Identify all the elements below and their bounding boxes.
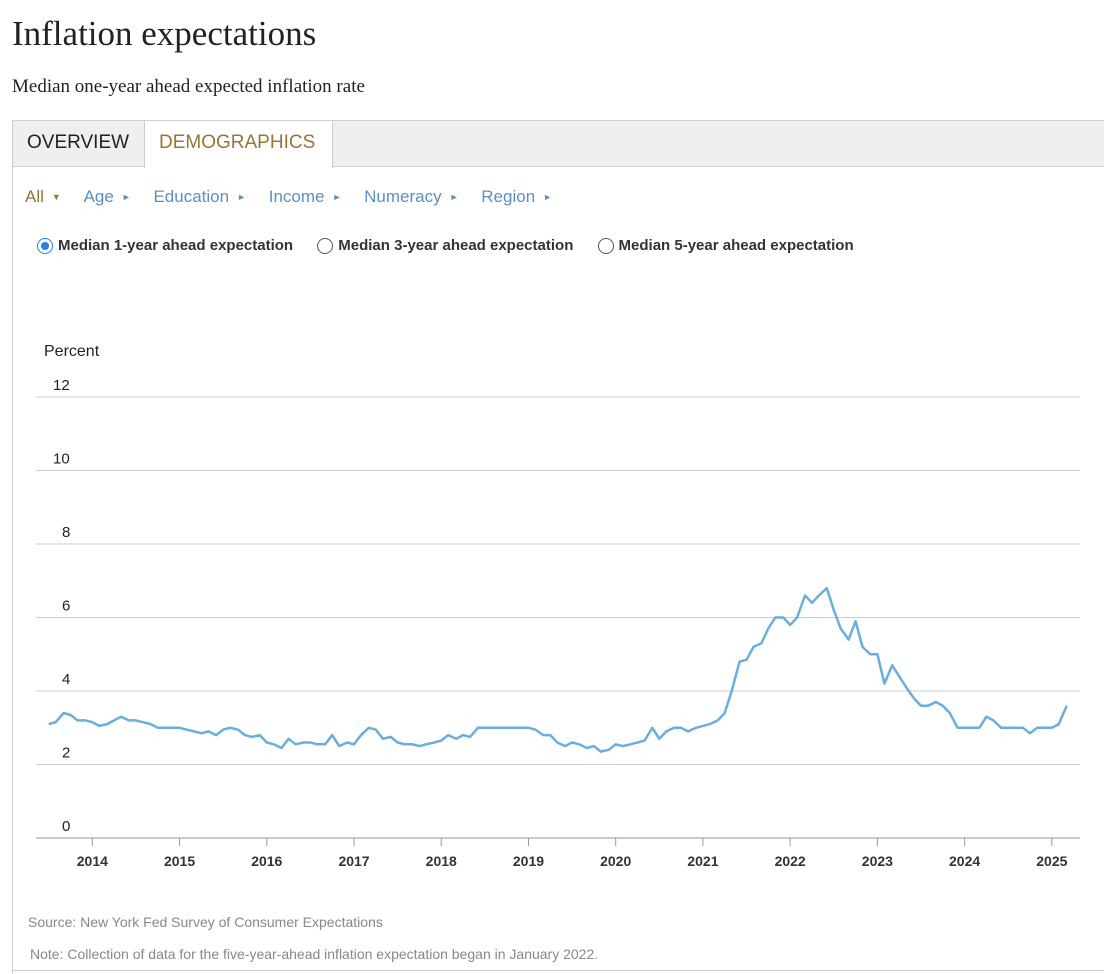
caret-right-icon: ► [332, 192, 342, 202]
filter-income[interactable]: Income ► [269, 187, 342, 207]
footnote: Note: Collection of data for the five-ye… [30, 946, 599, 962]
tab-overview[interactable]: OVERVIEW [27, 132, 130, 153]
horizon-radio-group: Median 1-year ahead expectation Median 3… [37, 237, 874, 254]
y-tick-label: 10 [53, 451, 70, 468]
panel-bottom-border [12, 970, 1104, 971]
caret-down-icon: ▼ [51, 192, 61, 202]
x-tick-label: 2020 [600, 853, 631, 869]
y-axis-label: Percent [44, 343, 100, 360]
caret-right-icon: ► [121, 192, 131, 202]
x-tick-label: 2018 [426, 853, 457, 869]
y-tick-label: 6 [62, 598, 70, 615]
radio-3-year[interactable]: Median 3-year ahead expectation [317, 237, 573, 254]
tab-bar: OVERVIEW DEMOGRAPHICS [13, 121, 1104, 168]
y-tick-label: 4 [62, 671, 70, 688]
x-tick-label: 2021 [687, 853, 718, 869]
radio-selected-icon [37, 238, 53, 254]
radio-5-year-label: Median 5-year ahead expectation [618, 237, 854, 254]
filter-age[interactable]: Age ► [84, 187, 131, 207]
x-tick-label: 2023 [862, 853, 893, 869]
caret-right-icon: ► [449, 192, 459, 202]
radio-unselected-icon [317, 238, 334, 254]
x-tick-label: 2015 [164, 853, 195, 869]
radio-3-year-label: Median 3-year ahead expectation [338, 237, 574, 254]
x-tick-label: 2022 [775, 853, 806, 869]
caret-right-icon: ► [543, 192, 553, 202]
filter-region-label: Region [481, 187, 536, 206]
filter-education[interactable]: Education ► [153, 187, 246, 207]
x-tick-label: 2017 [338, 853, 369, 869]
filter-region[interactable]: Region ► [481, 187, 552, 207]
page-subtitle: Median one-year ahead expected inflation… [12, 76, 365, 97]
caret-right-icon: ► [237, 192, 247, 202]
radio-1-year-label: Median 1-year ahead expectation [58, 237, 294, 254]
tab-demographics[interactable]: DEMOGRAPHICS [144, 121, 333, 168]
y-tick-label: 2 [62, 745, 70, 762]
chart-panel: OVERVIEW DEMOGRAPHICS All ▼ Age ► Educatio… [12, 120, 1104, 974]
filter-numeracy-label: Numeracy [364, 187, 442, 206]
filter-numeracy[interactable]: Numeracy ► [364, 187, 458, 207]
radio-5-year[interactable]: Median 5-year ahead expectation [597, 237, 854, 254]
page-title: Inflation expectations [12, 14, 317, 53]
line-chart: 0 2 4 6 8 10 12 2014 2015 2016 2017 2018 2019 2020 202… [36, 343, 1080, 869]
radio-unselected-icon [597, 238, 614, 254]
filter-age-label: Age [83, 187, 114, 206]
y-tick-label: 8 [62, 524, 70, 541]
demographic-filters: All ▼ Age ► Education ► Income ► Numeracy ► R… [25, 187, 570, 207]
source-note: Source: New York Fed Survey of Consumer … [28, 914, 383, 930]
filter-income-label: Income [268, 187, 325, 206]
x-tick-label: 2016 [251, 853, 282, 869]
filter-all-label: All [25, 187, 44, 206]
filter-all[interactable]: All ▼ [25, 187, 61, 207]
series-line [48, 586, 1068, 753]
y-tick-label: 12 [53, 377, 70, 394]
x-tick-label: 2019 [513, 853, 544, 869]
x-tick-label: 2014 [77, 853, 108, 869]
filter-education-label: Education [153, 187, 230, 206]
x-tick-label: 2024 [949, 853, 980, 869]
x-tick-label: 2025 [1036, 853, 1067, 869]
radio-1-year[interactable]: Median 1-year ahead expectation [37, 237, 293, 254]
y-tick-label: 0 [62, 818, 70, 835]
